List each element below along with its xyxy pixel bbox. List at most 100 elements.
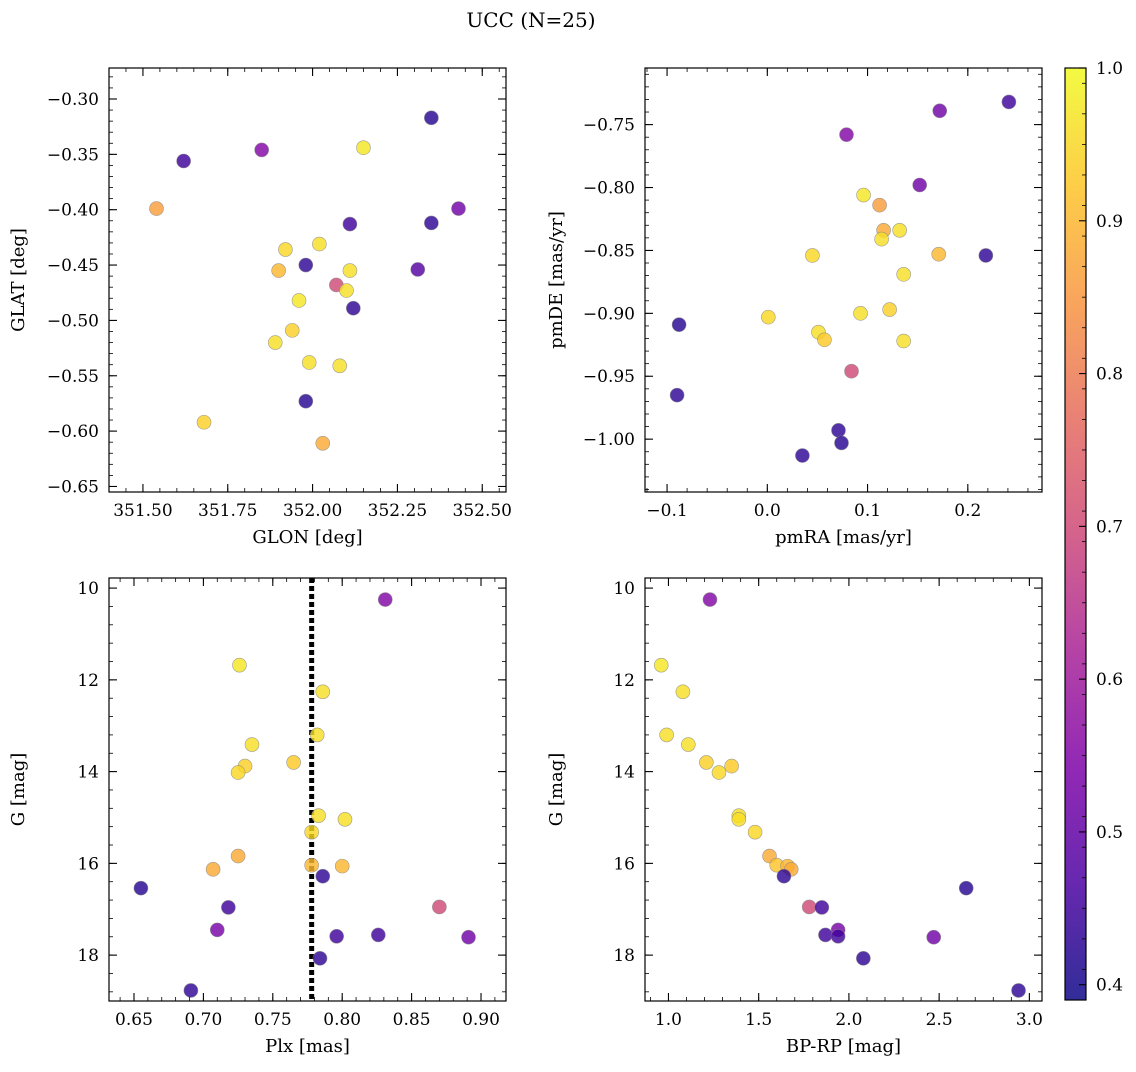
- data-point: [232, 657, 247, 673]
- data-point: [461, 929, 476, 945]
- data-point: [284, 323, 300, 338]
- data-point: [931, 246, 947, 262]
- colorbar-tick-label: 1.0: [1096, 59, 1123, 79]
- data-point: [315, 684, 331, 700]
- x-tick-label: 0.70: [184, 1010, 222, 1030]
- data-point: [926, 929, 942, 945]
- data-point: [831, 423, 846, 438]
- data-point: [176, 153, 191, 169]
- x-tick-label: 0.2: [954, 501, 981, 521]
- data-point: [805, 248, 820, 263]
- x-tick-label: 3.0: [1016, 1010, 1043, 1030]
- data-point: [312, 951, 328, 966]
- data-point: [342, 263, 358, 278]
- colorbar-tick-label: 0.4: [1096, 976, 1123, 996]
- data-point: [675, 684, 691, 700]
- data-point: [133, 880, 149, 896]
- data-point: [659, 727, 674, 743]
- data-point: [291, 293, 307, 308]
- data-point: [978, 248, 994, 263]
- x-tick-label: 2.5: [926, 1010, 953, 1030]
- data-point: [724, 758, 739, 774]
- data-point: [230, 765, 246, 780]
- data-point: [298, 257, 314, 273]
- data-point: [834, 435, 849, 451]
- data-point: [149, 201, 164, 216]
- data-point: [681, 737, 696, 752]
- data-point: [451, 201, 466, 216]
- colorbar: 0.4 0.5 0.6 0.7 0.8 0.9 1.0: [1064, 59, 1123, 1001]
- colorbar-tick-label: 0.5: [1096, 823, 1123, 843]
- data-point: [329, 929, 344, 944]
- data-point: [221, 900, 236, 915]
- y-tick-label: −0.40: [47, 201, 99, 221]
- data-point: [814, 900, 830, 915]
- data-point: [342, 216, 358, 232]
- data-point: [958, 880, 974, 896]
- x-tick-label: 352.25: [368, 501, 427, 521]
- y-tick-label: −0.65: [47, 477, 99, 497]
- x-tick-label: 2.0: [835, 1010, 862, 1030]
- data-point: [309, 727, 325, 743]
- y-axis-label: GLAT [deg]: [8, 228, 29, 332]
- colorbar-tick-label: 0.6: [1096, 670, 1123, 690]
- data-point: [818, 927, 833, 943]
- y-axis-label: G [mag]: [546, 753, 567, 826]
- figure-title: UCC (N=25): [466, 8, 595, 32]
- y-tick-label: −0.30: [47, 90, 99, 110]
- y-axis-label: G [mag]: [8, 753, 29, 826]
- y-tick-label: −0.35: [47, 145, 99, 165]
- x-axis-label: BP-RP [mag]: [786, 1036, 901, 1057]
- data-point: [230, 848, 246, 864]
- data-point: [731, 812, 747, 827]
- data-point: [874, 231, 889, 247]
- data-point: [377, 592, 393, 607]
- data-point: [932, 103, 948, 119]
- axes-frame: [108, 577, 507, 1002]
- y-tick-label: 18: [613, 946, 635, 966]
- colorbar-tick-label: 0.8: [1096, 365, 1123, 385]
- data-point: [196, 414, 212, 430]
- x-tick-label: 0.90: [462, 1010, 500, 1030]
- x-axis-label: pmRA [mas/yr]: [775, 527, 912, 548]
- colorbar-gradient: [1065, 68, 1086, 1000]
- y-tick-label: 10: [613, 579, 635, 599]
- data-point: [856, 951, 871, 966]
- colorbar-ticks: 0.4 0.5 0.6 0.7 0.8 0.9 1.0: [1079, 59, 1123, 1001]
- data-point: [817, 332, 832, 348]
- data-point: [856, 187, 871, 203]
- x-tick-label: 352.00: [283, 501, 342, 521]
- data-point: [896, 267, 911, 282]
- x-tick-label: 351.50: [113, 501, 172, 521]
- data-point: [304, 824, 319, 840]
- data-point: [912, 177, 927, 193]
- x-tick-label: 0.0: [754, 501, 781, 521]
- y-axis-label: pmDE [mas/yr]: [546, 211, 567, 349]
- x-tick-label: 351.75: [198, 501, 257, 521]
- data-point: [410, 262, 426, 277]
- data-point: [432, 899, 447, 915]
- data-point: [747, 824, 763, 840]
- x-tick-label: 0.85: [393, 1010, 431, 1030]
- y-tick-label: 14: [77, 763, 99, 783]
- data-point: [702, 592, 718, 607]
- data-point: [671, 317, 687, 332]
- axes-frame: [644, 67, 1043, 493]
- y-tick-label: −0.50: [47, 311, 99, 331]
- data-point: [669, 387, 685, 403]
- colorbar-tick-label: 0.9: [1096, 212, 1123, 232]
- data-point: [301, 355, 317, 370]
- data-point: [424, 215, 439, 231]
- data-point: [839, 127, 854, 142]
- x-tick-label: 352.50: [453, 501, 512, 521]
- y-tick-label: −0.60: [47, 422, 99, 442]
- y-tick-label: −0.75: [583, 116, 635, 136]
- x-tick-label: 0.75: [254, 1010, 292, 1030]
- data-point: [334, 858, 350, 874]
- y-tick-label: −0.55: [47, 367, 99, 387]
- x-tick-label: 0.80: [323, 1010, 361, 1030]
- y-tick-label: 14: [613, 763, 635, 783]
- data-point: [830, 929, 846, 944]
- y-tick-label: 12: [77, 671, 99, 691]
- data-point: [267, 335, 283, 350]
